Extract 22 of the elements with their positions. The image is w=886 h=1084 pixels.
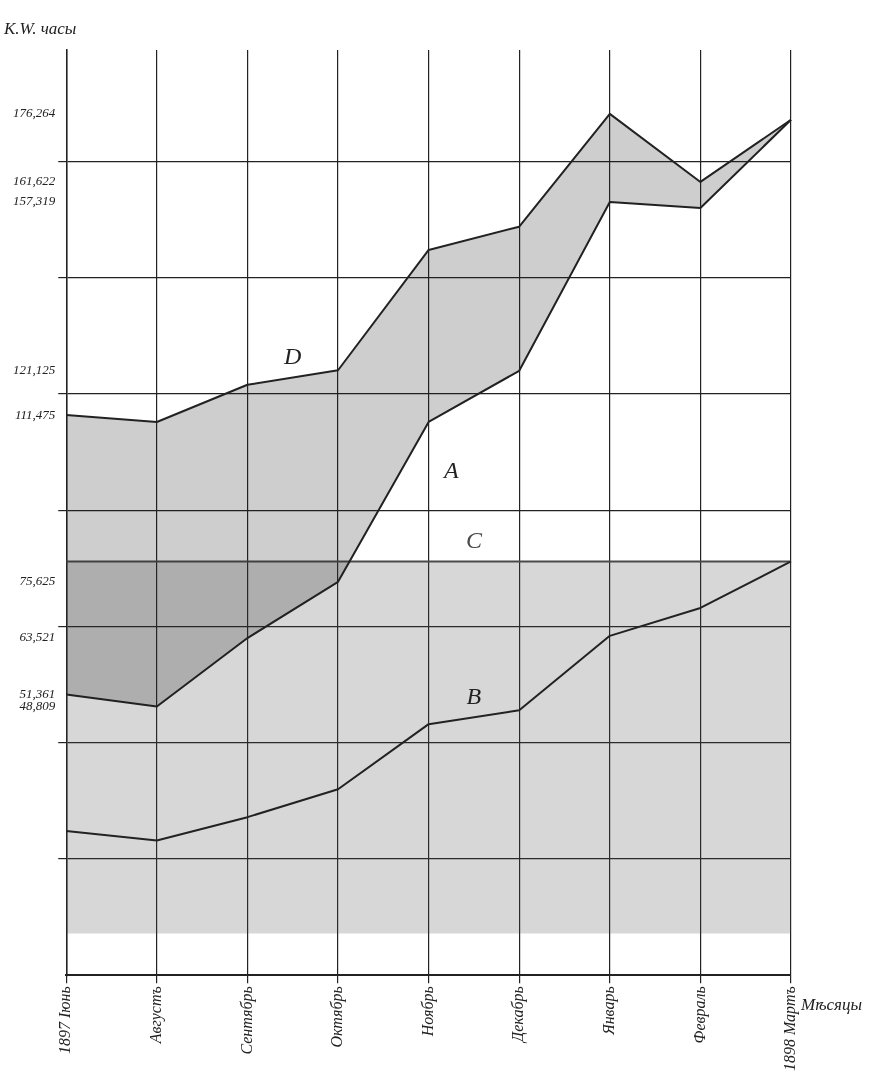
- series-label: B: [466, 682, 482, 709]
- series-label: D: [283, 342, 302, 369]
- x-tick-label: 1897 Іюнь: [56, 986, 74, 1055]
- series-label: A: [441, 457, 459, 484]
- x-tick-label: Ноябрь: [418, 986, 437, 1038]
- series-label: C: [465, 526, 483, 553]
- y-tick-label: 121,125: [13, 361, 56, 377]
- x-axis-title: Мѣсяцы: [800, 995, 862, 1015]
- y-tick-label: 157,319: [13, 193, 56, 209]
- x-tick-label: Январь: [600, 986, 619, 1036]
- x-tick-label: Октябрь: [328, 986, 347, 1048]
- x-tick-label: Августъ: [147, 986, 166, 1045]
- x-tick-label: Декабрь: [509, 986, 528, 1044]
- y-tick-label: 75,625: [19, 573, 56, 589]
- x-tick-label: Февраль: [690, 986, 709, 1044]
- y-tick-label: 161,622: [13, 173, 56, 189]
- y-tick-label: 176,264: [13, 105, 56, 121]
- x-tick-label: Сентябрь: [237, 986, 256, 1055]
- y-axis-title: К.W. часы: [3, 19, 77, 39]
- x-tick-label: 1898 Мартъ: [781, 986, 800, 1071]
- y-tick-label: 63,521: [19, 629, 56, 645]
- y-tick-label: 111,475: [14, 406, 56, 422]
